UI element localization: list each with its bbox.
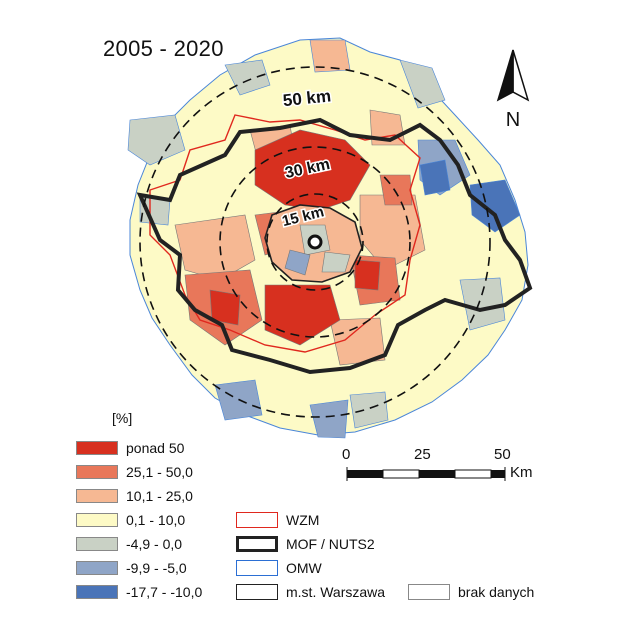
ring-label-50km: 50 km [282,86,332,110]
scale-unit: Km [510,464,533,481]
legend-item-25-50: 25,1 - 50,0 [76,464,193,480]
ring-15km [266,193,364,291]
region-class-5 [349,391,389,429]
warsaw-district [284,249,311,276]
legend-swatch [76,537,118,551]
legend-label: -9,9 - -5,0 [126,560,187,576]
region-class-1 [209,289,241,326]
legend-item-0-10: 0,1 - 10,0 [76,512,185,528]
legend-item-omw: OMW [236,560,322,576]
legend-swatch [76,441,118,455]
mof-nuts2-boundary [136,117,533,375]
legend-label: MOF / NUTS2 [286,536,375,552]
legend-swatch [76,561,118,575]
map-title: 2005 - 2020 [103,36,224,61]
ring-50km [139,66,491,418]
legend-label: WZM [286,512,320,528]
legend-label: brak danych [458,584,535,600]
legend-label: 0,1 - 10,0 [126,512,186,528]
legend-swatch [76,585,118,599]
legend-label: ponad 50 [126,440,185,456]
scale-bar: 0 25 50 Km [330,446,550,486]
region-class-1 [354,259,381,291]
legend-label: m.st. Warszawa [286,584,386,600]
legend-item-neg5-0: -4,9 - 0,0 [76,536,182,552]
legend-label: -4,9 - 0,0 [126,536,183,552]
wzm-boundary [149,114,421,353]
legend-swatch [236,512,278,528]
legend-swatch [236,536,278,552]
legend-item-neg17-neg10: -17,7 - -10,0 [76,584,202,600]
legend-item-wzm: WZM [236,512,319,528]
legend-swatch [408,584,450,600]
legend-label: 25,1 - 50,0 [126,464,193,480]
north-arrow-icon: N [496,49,530,130]
legend-item-10-25: 10,1 - 25,0 [76,488,193,504]
scale-tick-25: 25 [414,446,431,463]
region-class-7 [469,179,521,233]
warsaw-center-marker [307,234,323,250]
scale-tick-50: 50 [494,446,511,463]
region-class-5 [399,59,446,109]
legend-item-warszawa: m.st. Warszawa [236,584,385,600]
legend-item-mof-nuts2: MOF / NUTS2 [236,536,375,552]
legend-item-neg10-neg5: -9,9 - -5,0 [76,560,187,576]
legend-swatch [76,465,118,479]
legend-swatch [76,513,118,527]
scale-tick-0: 0 [342,446,351,463]
legend-label: -17,7 - -10,0 [126,584,203,600]
warsaw-district [321,251,351,273]
legend-label: 10,1 - 25,0 [126,488,193,504]
legend-swatch [76,489,118,503]
region-class-6 [309,399,349,439]
region-class-5 [127,114,186,166]
legend-unit: [%] [112,410,133,426]
legend-swatch [236,584,278,600]
region-class-3 [329,317,386,366]
region-class-2 [379,174,413,206]
legend-label: OMW [286,560,322,576]
legend-item-ponad-50: ponad 50 [76,440,184,456]
region-class-3 [174,214,256,281]
legend-item-brak-danych: brak danych [408,584,534,600]
region-class-7 [419,159,451,196]
north-label: N [506,109,520,130]
legend-swatch [236,560,278,576]
ring-30km [219,146,411,338]
